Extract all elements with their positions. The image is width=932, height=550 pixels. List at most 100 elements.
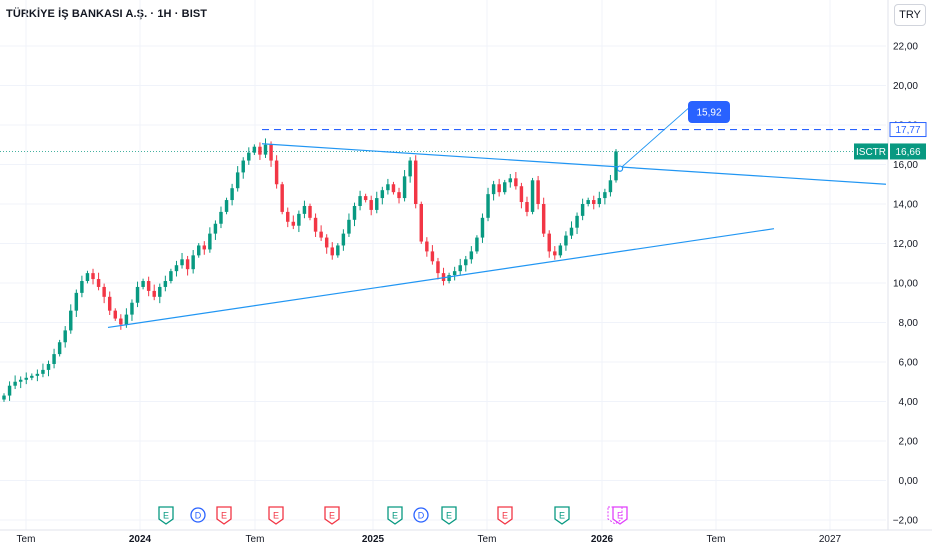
- earnings-icon: [554, 506, 570, 525]
- candle-body: [274, 160, 279, 185]
- x-tick-label: 2027: [819, 534, 842, 545]
- x-tick-label: Tem: [246, 534, 265, 545]
- candle-body: [124, 314, 129, 325]
- candle-body: [219, 211, 223, 224]
- candle-body: [413, 160, 418, 204]
- y-axis[interactable]: 22,0020,0018,0016,0014,0012,0010,008,006…: [887, 0, 919, 530]
- ticker-tag-label: ISCTR: [856, 147, 886, 158]
- earnings-marker[interactable]: E: [554, 506, 570, 525]
- candle-body: [536, 180, 540, 204]
- candle-body: [13, 381, 17, 386]
- earnings-marker[interactable]: E: [268, 506, 284, 525]
- trendlines[interactable]: [107, 102, 887, 329]
- earnings-marker[interactable]: E: [497, 506, 513, 525]
- y-tick-label: 12,00: [893, 239, 918, 250]
- level-price-tag: 17,77: [889, 122, 927, 138]
- candle-body: [441, 273, 446, 282]
- candle-body: [525, 202, 529, 212]
- event-marker-letter: E: [446, 511, 452, 521]
- earnings-marker[interactable]: E: [441, 506, 457, 525]
- candle-body: [146, 281, 151, 291]
- x-axis[interactable]: Tem 2024 Tem 2025 Tem 2026 Tem 2027: [0, 529, 932, 545]
- callout-box[interactable]: 15,92: [688, 101, 730, 123]
- candle-body: [419, 204, 423, 242]
- dividend-icon: [413, 507, 429, 523]
- candle-body: [514, 178, 518, 187]
- candle-body: [74, 292, 79, 311]
- earnings-marker[interactable]: E: [216, 506, 232, 525]
- y-tick-label: −2,00: [893, 516, 919, 527]
- candle-body: [174, 265, 179, 272]
- earnings-icon: [387, 506, 403, 525]
- candle-body: [341, 233, 346, 246]
- callout-value: 15,92: [696, 108, 721, 119]
- candle-body: [52, 354, 56, 364]
- candle-body: [30, 375, 34, 378]
- candle-body: [397, 192, 401, 199]
- earnings-marker[interactable]: E: [387, 506, 403, 525]
- currency-selector[interactable]: TRY: [894, 4, 926, 26]
- candle-body: [297, 213, 301, 226]
- candle-body: [564, 235, 568, 246]
- candle-body: [363, 196, 368, 201]
- lower-trendline[interactable]: [107, 228, 775, 329]
- earnings-icon: [268, 506, 284, 525]
- candle-body: [541, 204, 546, 234]
- candle-body: [375, 198, 379, 210]
- candle-body: [430, 251, 435, 262]
- y-tick-label: 20,00: [893, 81, 918, 92]
- callout-anchor-dot[interactable]: [616, 165, 624, 172]
- candle-body: [358, 196, 362, 206]
- earnings-marker[interactable]: E: [607, 506, 628, 525]
- y-tick-label: 8,00: [899, 318, 919, 329]
- candle-body: [608, 180, 613, 193]
- candle-body: [202, 245, 207, 250]
- candle-body: [452, 271, 457, 276]
- dividend-marker[interactable]: D: [413, 507, 429, 523]
- x-tick-label: Tem: [17, 534, 36, 545]
- price-tag-rect: [890, 143, 926, 160]
- candle-body: [425, 241, 429, 252]
- x-tick-label: 2025: [362, 534, 385, 545]
- candle-body: [558, 245, 563, 256]
- x-tick-label: Tem: [707, 534, 726, 545]
- candle-body: [491, 184, 496, 195]
- candle-body: [91, 273, 95, 280]
- candle-body: [391, 184, 396, 193]
- earnings-marker[interactable]: E: [158, 506, 174, 525]
- earnings-marker[interactable]: E: [324, 506, 340, 525]
- dividend-icon: [190, 507, 206, 523]
- candle-body: [469, 251, 474, 260]
- candle-body: [197, 245, 201, 256]
- grid: [0, 45, 886, 521]
- event-marker-letter: E: [392, 511, 398, 521]
- candle-body: [519, 186, 524, 203]
- event-marker-letter: E: [617, 511, 623, 521]
- candle-body: [258, 146, 262, 155]
- candle-body: [614, 151, 618, 181]
- upper-trendline[interactable]: [261, 143, 887, 185]
- candle-body: [169, 271, 173, 282]
- chart-title: TÜRKİYE İŞ BANKASI A.Ş. · 1H · BIST: [6, 8, 208, 20]
- dividend-marker[interactable]: D: [190, 507, 206, 523]
- callout-rect[interactable]: [688, 101, 730, 123]
- candle-body: [85, 273, 90, 282]
- earnings-icon: [216, 506, 232, 525]
- candle-body: [330, 247, 334, 256]
- candle-body: [57, 342, 62, 355]
- candle-body: [286, 211, 290, 222]
- candle-body: [586, 200, 590, 204]
- candle-body: [24, 377, 28, 380]
- event-marker-letter: E: [163, 511, 169, 521]
- event-marker-letter: E: [221, 511, 227, 521]
- callout-line[interactable]: [619, 102, 695, 169]
- candle-body: [436, 261, 440, 274]
- candle-body: [141, 281, 145, 287]
- candle-body: [191, 255, 195, 270]
- candle-body: [230, 188, 234, 201]
- candle-body: [263, 144, 268, 155]
- level-tag-rect: [889, 122, 927, 138]
- candle-body: [580, 204, 585, 216]
